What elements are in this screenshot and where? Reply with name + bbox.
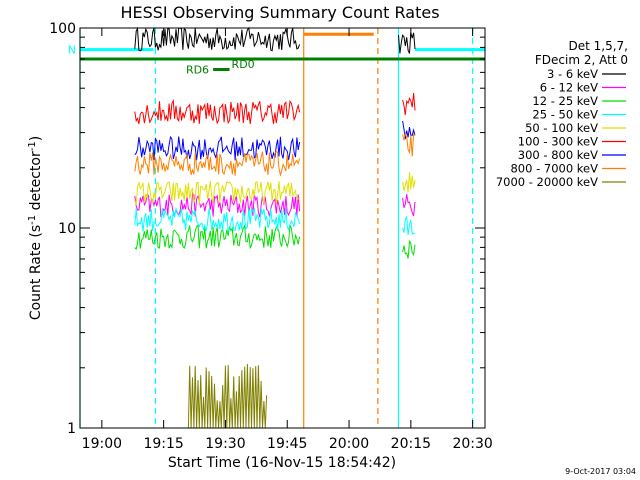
legend-label-4: 50 - 100 keV [525, 121, 598, 135]
series-line-2-0 [134, 223, 301, 250]
x-tick-label-6: 20:30 [452, 436, 492, 452]
series-line-2-1 [402, 239, 416, 259]
x-tick-label-4: 20:00 [329, 436, 369, 452]
series-line-1-1 [402, 194, 416, 217]
legend-label-5: 100 - 300 keV [518, 135, 598, 149]
legend-label-7: 800 - 7000 keV [510, 162, 598, 176]
series-line-0-1 [398, 32, 416, 54]
legend-label-3: 25 - 50 keV [532, 108, 598, 122]
plot-frame [79, 27, 486, 429]
y-tick-label-1: 10 [58, 221, 76, 237]
y-tick-label-2: 100 [49, 21, 76, 37]
legend-label-2: 12 - 25 keV [532, 94, 598, 108]
series-line-5-0 [134, 98, 301, 125]
legend-header-0: Det 1,5,7, [569, 39, 629, 53]
legend-label-8: 7000 - 20000 keV [496, 175, 598, 189]
series-line-3-1 [402, 215, 416, 236]
y-tick-label-0: 1 [67, 421, 76, 437]
footer-timestamp: 9-Oct-2017 03:04 [565, 467, 636, 476]
series-line-4-0 [134, 181, 300, 205]
y-axis-label-mid: detector [28, 151, 44, 215]
x-tick-label-3: 19:45 [267, 436, 307, 452]
x-axis-label: Start Time (16-Nov-15 18:54:42) [168, 455, 396, 471]
y-axis-label-sup2: -1 [27, 141, 38, 151]
series-line-3-0 [134, 206, 301, 234]
legend-label-0: 3 - 6 keV [547, 67, 598, 81]
series-line-1-0 [134, 192, 301, 218]
flag-label-0: N [68, 44, 76, 57]
y-axis-label-sup1: -1 [27, 215, 38, 225]
y-axis-label-base: Count Rate (s [28, 225, 44, 320]
y-axis-label: Count Rate (s-1 detector-1) [27, 136, 44, 320]
x-tick-label-1: 19:15 [143, 436, 183, 452]
x-tick-label-2: 19:30 [205, 436, 245, 452]
flag-label-4: RD0 [232, 58, 255, 71]
legend-label-1: 6 - 12 keV [540, 81, 598, 95]
plot-area: N RD6 RD0 [68, 26, 485, 429]
series-line-7-0 [134, 151, 301, 177]
series-line-7-1 [402, 131, 416, 157]
series-line-6-0 [134, 135, 301, 161]
series-line-0-0 [134, 26, 301, 52]
chart-title: HESSI Observing Summary Count Rates [120, 3, 439, 22]
x-axis: 19:00 19:15 19:30 19:45 20:00 20:15 20:30 [82, 28, 493, 452]
x-tick-label-0: 19:00 [82, 436, 122, 452]
y-axis: 1 10 100 [49, 21, 485, 437]
flag-label-3: RD6 [186, 64, 209, 77]
series-line-8-0 [187, 363, 268, 429]
x-tick-label-5: 20:15 [391, 436, 431, 452]
legend-header-1: FDecim 2, Att 0 [535, 53, 628, 67]
y-axis-label-end: ) [28, 136, 44, 141]
series-line-4-1 [402, 172, 416, 193]
series-line-5-1 [402, 93, 416, 116]
legend-label-6: 300 - 800 keV [518, 148, 598, 162]
